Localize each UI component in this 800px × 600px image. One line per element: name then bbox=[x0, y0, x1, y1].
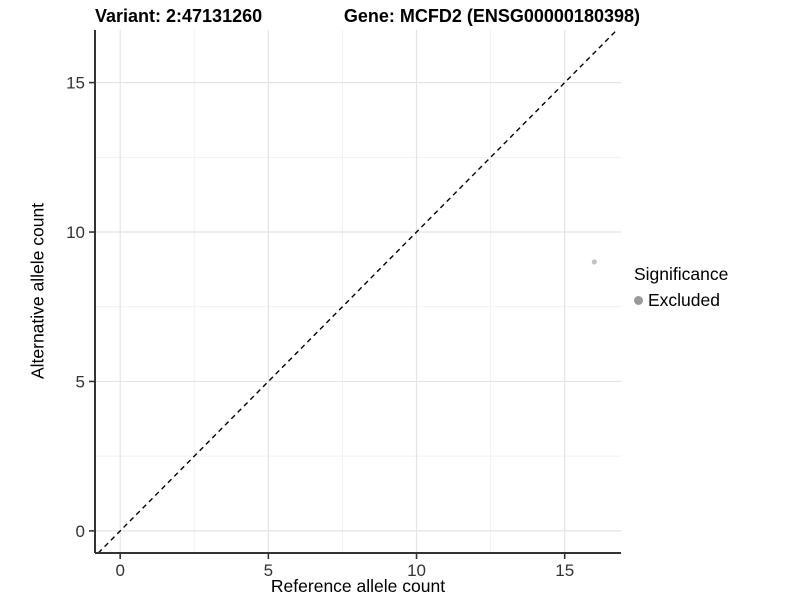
svg-text:15: 15 bbox=[555, 561, 574, 580]
svg-text:10: 10 bbox=[407, 561, 426, 580]
gene-title: Gene: MCFD2 (ENSG00000180398) bbox=[343, 6, 640, 26]
plot-title-row: Variant: 2:47131260 Gene: MCFD2 (ENSG000… bbox=[95, 5, 640, 27]
svg-text:0: 0 bbox=[76, 522, 85, 541]
legend-title: Significance bbox=[634, 264, 729, 284]
svg-text:5: 5 bbox=[264, 561, 273, 580]
svg-text:5: 5 bbox=[76, 372, 85, 391]
svg-text:15: 15 bbox=[66, 74, 85, 93]
x-axis-title: Reference allele count bbox=[270, 576, 446, 596]
data-point bbox=[591, 259, 597, 265]
svg-text:10: 10 bbox=[66, 223, 85, 242]
y-axis-title: Alternative allele count bbox=[27, 202, 48, 380]
svg-text:0: 0 bbox=[115, 561, 124, 580]
legend-item-label: Excluded bbox=[648, 290, 720, 310]
excluded-point-icon bbox=[634, 296, 643, 305]
variant-title: Variant: 2:47131260 bbox=[95, 6, 263, 26]
legend-item-excluded: Excluded bbox=[634, 290, 728, 311]
legend: Significance Excluded bbox=[634, 264, 728, 311]
